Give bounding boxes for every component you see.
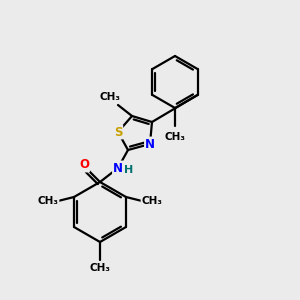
Text: CH₃: CH₃ <box>89 263 110 273</box>
Text: S: S <box>114 125 122 139</box>
Text: N: N <box>145 137 155 151</box>
Text: CH₃: CH₃ <box>100 92 121 102</box>
Text: CH₃: CH₃ <box>142 196 163 206</box>
Text: O: O <box>79 158 89 172</box>
Text: CH₃: CH₃ <box>164 132 185 142</box>
Text: H: H <box>124 165 134 175</box>
Text: N: N <box>113 161 123 175</box>
Text: CH₃: CH₃ <box>38 196 58 206</box>
